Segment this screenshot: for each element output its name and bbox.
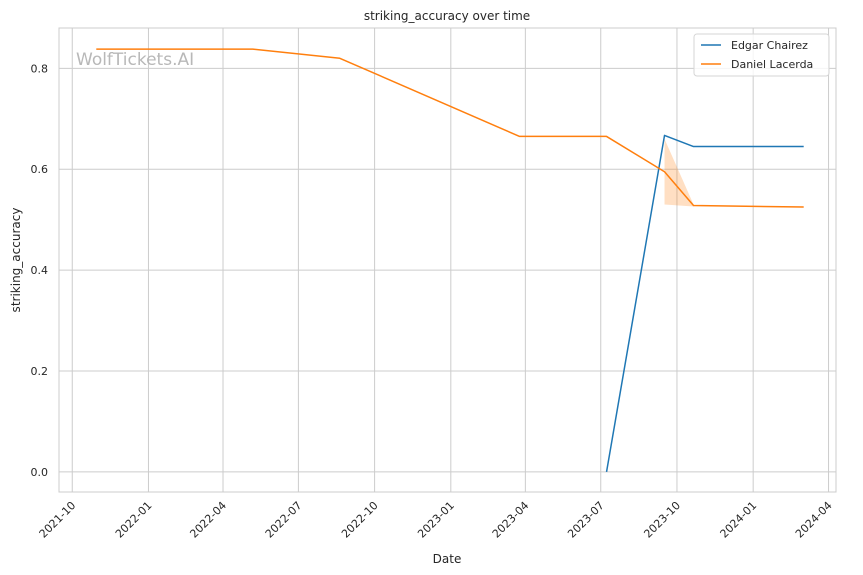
y-tick-label: 0.2 xyxy=(31,365,49,378)
x-tick-label: 2023-10 xyxy=(641,499,683,541)
series-lines xyxy=(96,48,804,472)
watermark: WolfTickets.AI xyxy=(76,50,194,70)
y-tick-label: 0.0 xyxy=(31,466,49,479)
x-axis-ticks: 2021-10 2022-01 2022-04 2022-07 2022-10 2023-… xyxy=(37,499,835,541)
x-tick-label: 2022-07 xyxy=(263,499,305,541)
chart-title: striking_accuracy over time xyxy=(364,9,530,23)
confidence-band xyxy=(664,138,694,207)
legend-box xyxy=(693,33,830,77)
legend-label: Daniel Lacerda xyxy=(731,58,813,71)
x-tick-label: 2022-01 xyxy=(113,499,155,541)
grid xyxy=(59,28,836,492)
y-tick-label: 0.8 xyxy=(31,62,49,75)
confidence-bands xyxy=(664,138,694,207)
x-tick-label: 2021-10 xyxy=(37,499,79,541)
x-tick-label: 2024-04 xyxy=(793,499,835,541)
series-line xyxy=(605,134,804,472)
series-line xyxy=(96,48,804,208)
plot-frame xyxy=(58,27,837,493)
x-tick-label: 2022-04 xyxy=(187,499,229,541)
x-tick-label: 2023-01 xyxy=(415,499,457,541)
x-tick-label: 2023-04 xyxy=(490,499,532,541)
x-tick-label: 2022-10 xyxy=(339,499,381,541)
legend-label: Edgar Chairez xyxy=(731,39,808,52)
y-axis-ticks: 0.0 0.2 0.4 0.6 0.8 xyxy=(31,62,49,478)
y-tick-label: 0.4 xyxy=(31,264,49,277)
x-axis-title: Date xyxy=(433,552,462,566)
x-tick-label: 2023-07 xyxy=(565,499,607,541)
y-tick-label: 0.6 xyxy=(31,163,49,176)
x-tick-label: 2024-01 xyxy=(718,499,760,541)
y-axis-title: striking_accuracy xyxy=(9,208,23,313)
legend: Edgar Chairez Daniel Lacerda xyxy=(693,33,830,77)
